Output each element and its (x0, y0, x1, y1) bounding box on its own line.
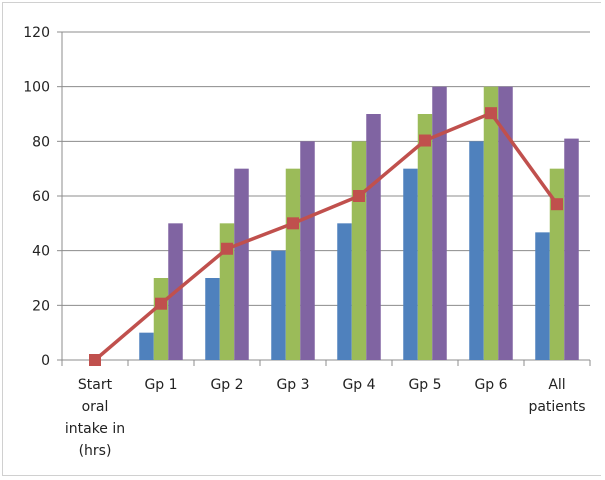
bar (366, 114, 381, 360)
x-category-label-line: Gp 2 (210, 377, 243, 393)
line-marker (353, 190, 365, 202)
y-tick-label: 120 (23, 25, 50, 41)
bar (549, 168, 565, 360)
x-category-label-line: Gp 6 (474, 377, 507, 393)
x-category-label: Gp 2 (210, 377, 243, 393)
line-marker (551, 198, 563, 211)
x-category-label-line: Gp 3 (276, 377, 309, 393)
bar (205, 278, 220, 360)
bar (300, 141, 315, 360)
line-marker (485, 107, 497, 120)
x-category-label-line: Start (78, 377, 113, 393)
x-category-label: Gp 5 (408, 377, 441, 393)
y-tick-label: 100 (23, 80, 50, 96)
x-category-label: Gp 4 (342, 377, 375, 393)
x-category-label-line: (hrs) (79, 443, 112, 459)
bar (153, 278, 169, 360)
x-category-label: Gp 6 (474, 377, 507, 393)
y-tick-label: 20 (32, 298, 50, 314)
x-category-label-line: patients (528, 399, 585, 415)
line-marker (287, 217, 299, 230)
bar (483, 86, 499, 361)
bar (234, 168, 249, 360)
chart-frame (2, 2, 601, 476)
bar (535, 232, 550, 360)
x-category-label: All patients (528, 377, 585, 415)
x-category-label-line: All (548, 377, 565, 393)
x-category-label-line: Gp 1 (144, 377, 177, 393)
x-category-label: Gp 3 (276, 377, 309, 393)
bar (469, 141, 484, 360)
line-marker (221, 242, 233, 255)
x-category-label: Gp 1 (144, 377, 177, 393)
series-line (93, 111, 559, 362)
y-tick-label: 40 (32, 244, 50, 260)
bar (351, 141, 367, 360)
bar (564, 138, 579, 360)
line-marker (89, 354, 101, 366)
bar (432, 86, 447, 361)
bar (285, 168, 301, 360)
bar (139, 332, 154, 360)
bar (271, 250, 286, 360)
x-category-label-line: oral (82, 399, 109, 415)
x-category-label: Start oral intake in (hrs) (65, 377, 125, 459)
line-marker (419, 134, 431, 147)
x-category-label-line: Gp 4 (342, 377, 375, 393)
x-category-label-line: intake in (65, 421, 125, 437)
bar (403, 168, 418, 360)
y-tick-label: 80 (32, 134, 50, 150)
bar (417, 114, 433, 360)
line-marker (155, 297, 167, 310)
y-tick-label: 0 (41, 353, 50, 369)
bar (337, 223, 352, 360)
x-category-label-line: Gp 5 (408, 377, 441, 393)
bar (219, 223, 235, 360)
y-tick-label: 60 (32, 189, 50, 205)
bar (498, 86, 513, 361)
